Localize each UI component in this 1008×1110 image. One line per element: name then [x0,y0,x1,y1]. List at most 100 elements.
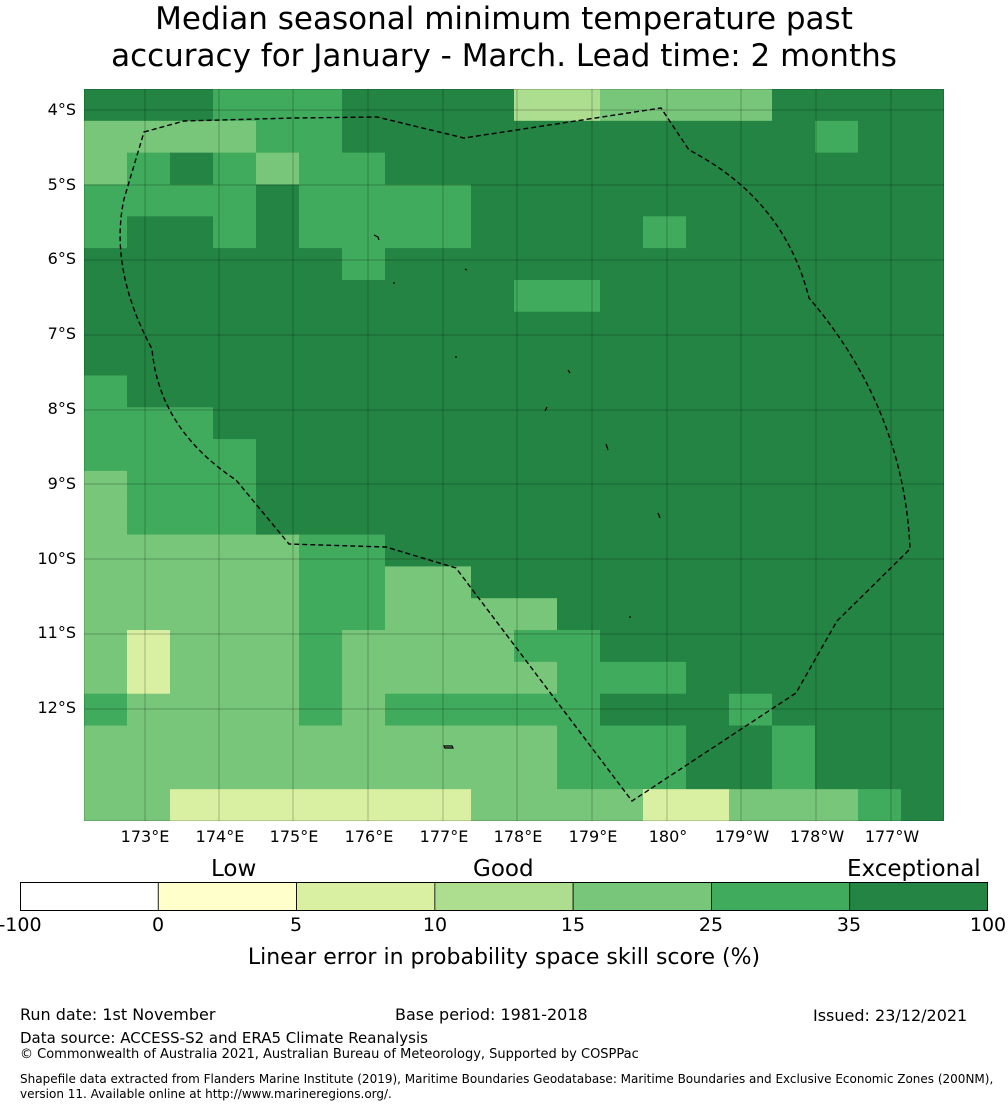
grid-cell [256,184,300,217]
grid-cell [213,725,257,758]
grid-cell [901,343,944,377]
grid-cell [643,757,687,790]
grid-cell [686,502,730,536]
legend-bin [849,882,988,911]
grid-cell [385,693,429,727]
grid-cell [858,152,902,186]
grid-cell [514,311,558,345]
grid-cell [428,375,472,408]
grid-cell [342,89,386,122]
grid-cell [815,789,859,821]
grid-cell [858,248,902,281]
grid-cell [858,566,902,599]
grid-cell [729,470,773,504]
grid-cell [385,630,429,663]
grid-cell [471,725,515,758]
grid-cell [428,184,472,217]
grid-cell [127,184,171,217]
grid-cell [299,789,343,821]
grid-cell [729,725,773,758]
legend-tick: 10 [422,914,448,936]
eez-boundary [119,107,911,802]
grid-cell [901,470,944,504]
grid-cell [385,407,429,440]
lon-label: 180° [648,827,688,846]
grid-cell [815,407,859,440]
grid-cell [299,439,343,472]
grid-cell [901,279,944,313]
grid-cell [256,120,300,154]
grid-cell [385,470,429,504]
grid-cell [127,534,171,567]
grid-cell [858,693,902,727]
grid-cell [471,502,515,536]
grid-cell [299,693,343,727]
grid-cell [428,343,472,377]
grid-cell [84,502,128,536]
grid-cell [170,502,214,536]
grid-cell [256,216,300,249]
grid-cell [299,279,343,313]
grid-cell [514,279,558,313]
grid-cell [127,152,171,186]
grid-cell [299,311,343,345]
grid-cell [84,470,128,504]
grid-cell [342,566,386,599]
grid-cell [815,120,859,154]
legend-bin [296,882,436,911]
grid-cell [815,375,859,408]
grid-cell [643,311,687,345]
grid-cell [170,439,214,472]
grid-cell [84,757,128,790]
grid-cell [514,184,558,217]
grid-cell [385,789,429,821]
grid-cell [84,343,128,377]
grid-cell [342,534,386,567]
grid-cell [84,693,128,727]
grid-cell [557,248,601,281]
lon-label: 177°E [419,827,469,846]
grid-cell [471,566,515,599]
grid-cell [385,566,429,599]
grid-cell [299,407,343,440]
grid-cell [772,120,816,154]
grid-cell [471,693,515,727]
grid-cell [385,279,429,313]
grid-cell [815,630,859,663]
grid-cell [127,566,171,599]
grid-cell [901,120,944,154]
grid-cell [428,248,472,281]
grid-cell [557,89,601,122]
grid-cell [127,757,171,790]
grid-cell [772,343,816,377]
grid-cell [643,375,687,408]
grid-cell [901,152,944,186]
grid-cell [686,216,730,249]
grid-cell [84,375,128,408]
legend-category-exceptional: Exceptional [847,856,981,882]
grid-cell [299,343,343,377]
grid-cell [600,407,644,440]
grid-cell [84,120,128,154]
grid-cell [256,566,300,599]
grid-cell [471,311,515,345]
grid-cell [170,120,214,154]
grid-cell [342,630,386,663]
legend-tick: 35 [836,914,862,936]
grid-cell [342,311,386,345]
lon-label: 179°W [714,827,770,846]
grid-cell [557,184,601,217]
grid-cell [514,216,558,249]
grid-cell [643,693,687,727]
lon-label: 178°W [789,827,845,846]
grid-cell [772,184,816,217]
grid-cell [901,407,944,440]
grid-cell [385,248,429,281]
skill-score-map [84,89,944,821]
grid-cell [170,311,214,345]
grid-cell [428,757,472,790]
grid-cell [514,120,558,154]
grid-cell [471,630,515,663]
grid-cell [84,407,128,440]
grid-cell [84,184,128,217]
